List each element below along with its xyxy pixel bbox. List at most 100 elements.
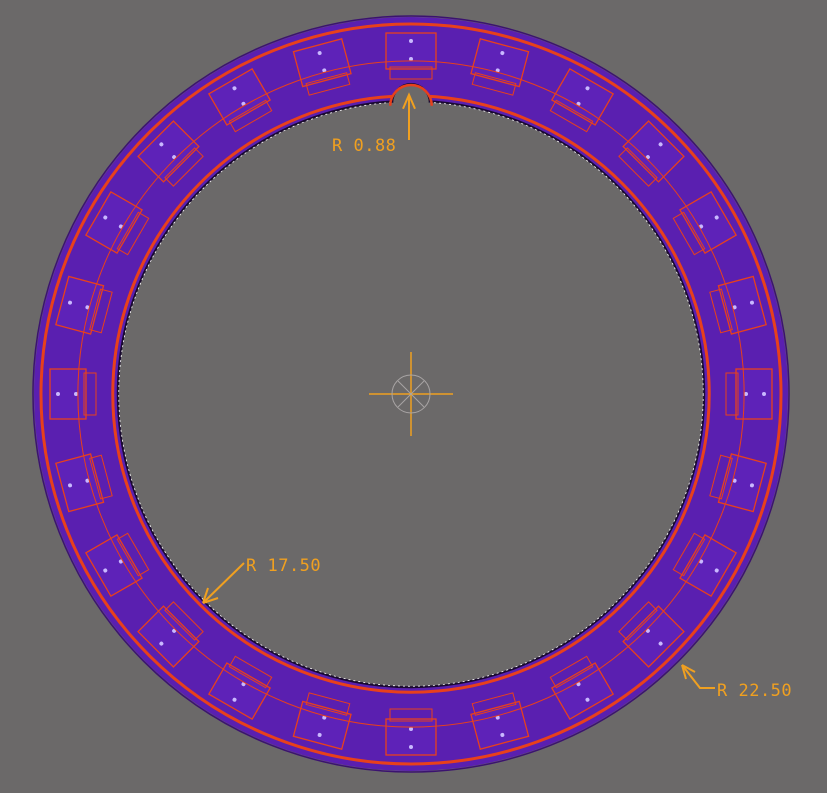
- pad-dot: [585, 86, 590, 91]
- segment-pads: [49, 32, 773, 756]
- segment-pad: [470, 700, 530, 750]
- ring-part: [32, 15, 790, 773]
- segment-step: [228, 99, 273, 133]
- pad-dot: [585, 697, 590, 702]
- segment-step: [618, 147, 658, 187]
- dimension-outer: R 22.50: [681, 664, 792, 701]
- segment-step: [709, 454, 733, 500]
- segment: [672, 190, 738, 256]
- segment: [292, 38, 352, 96]
- segment-pad: [385, 718, 437, 756]
- segment-pad: [717, 275, 767, 335]
- segment-step: [116, 532, 150, 577]
- segment-pad: [550, 67, 615, 126]
- segment-step: [389, 708, 433, 722]
- segment-step: [549, 655, 594, 689]
- pad-dot: [317, 51, 322, 56]
- pad-dot: [159, 641, 164, 646]
- segment: [49, 368, 97, 420]
- pad-dot: [85, 478, 90, 483]
- notch-outline: [389, 83, 433, 106]
- segment: [84, 532, 150, 598]
- segment: [137, 601, 204, 668]
- segment-pad: [292, 700, 352, 750]
- segment: [549, 655, 615, 721]
- dimension-inner: R 17.50: [202, 556, 321, 604]
- segment: [725, 368, 773, 420]
- segment-pad: [207, 662, 272, 721]
- pad-dot: [118, 559, 123, 564]
- pad-dot: [500, 51, 505, 56]
- segment-pad: [385, 32, 437, 70]
- pad-dot: [749, 300, 754, 305]
- outer-leader-line: [681, 664, 715, 689]
- segment-pad: [470, 38, 530, 88]
- pad-dot: [68, 483, 73, 488]
- pad-dot: [232, 697, 237, 702]
- segment-step: [89, 288, 113, 334]
- segment-pad: [55, 453, 105, 513]
- segment-step: [89, 454, 113, 500]
- segment-pad: [137, 120, 200, 183]
- outer-radius-label: R 22.50: [717, 681, 792, 701]
- segment-step: [709, 288, 733, 334]
- pad-dot: [495, 68, 500, 73]
- pad-dot: [232, 86, 237, 91]
- pad-dot: [322, 68, 327, 73]
- pad-dot: [495, 715, 500, 720]
- outer-outline: [39, 22, 783, 766]
- segment-step: [116, 211, 150, 256]
- pad-dot: [68, 300, 73, 305]
- pad-dot: [409, 57, 413, 61]
- crosshair-diag: [397, 380, 425, 408]
- pad-dot: [732, 478, 737, 483]
- segment: [672, 532, 738, 598]
- segment-pad: [55, 275, 105, 335]
- segment-step: [471, 692, 517, 716]
- pad-dot: [714, 568, 719, 573]
- segment-step: [164, 601, 204, 641]
- pad-dot: [56, 392, 60, 396]
- pad-dot: [732, 305, 737, 310]
- segment-step: [83, 372, 97, 416]
- pad-dot: [714, 215, 719, 220]
- segment-pad: [717, 453, 767, 513]
- crosshair-icon: [369, 352, 453, 436]
- pad-dot: [699, 224, 704, 229]
- pad-dot: [103, 215, 108, 220]
- pad-dot: [658, 641, 663, 646]
- segment-step: [672, 211, 706, 256]
- pad-dot: [699, 559, 704, 564]
- pad-dot: [409, 745, 413, 749]
- pad-dot: [658, 142, 663, 147]
- mid-arc: [77, 60, 745, 728]
- segment-pad: [622, 120, 685, 183]
- pad-dot: [103, 568, 108, 573]
- pad-dot: [744, 392, 748, 396]
- pad-dot: [74, 392, 78, 396]
- pad-dot: [762, 392, 766, 396]
- inner-arrow: [202, 587, 219, 604]
- pad-dot: [576, 101, 581, 106]
- pad-dot: [500, 732, 505, 737]
- segment-pad: [622, 605, 685, 668]
- pad-dot: [749, 483, 754, 488]
- segment-pad: [735, 368, 773, 420]
- outer-arrow: [681, 664, 696, 680]
- segment-step: [305, 692, 351, 716]
- segment-step: [471, 72, 517, 96]
- segment: [292, 692, 352, 750]
- notch-arrow: [402, 92, 416, 110]
- dimension-notch: R 0.88: [332, 92, 416, 156]
- segment: [55, 453, 113, 513]
- segment-pad: [679, 190, 738, 255]
- segment: [84, 190, 150, 256]
- segment-pad: [84, 190, 143, 255]
- segment: [709, 453, 767, 513]
- segment: [470, 692, 530, 750]
- pad-dot: [241, 101, 246, 106]
- segment: [385, 708, 437, 756]
- pad-dot: [409, 727, 413, 731]
- pad-dot: [159, 142, 164, 147]
